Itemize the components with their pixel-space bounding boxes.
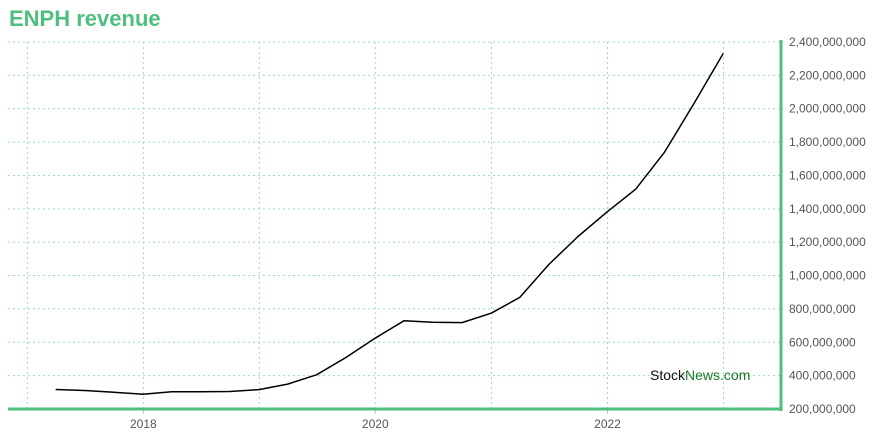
y-tick-label: 1,600,000,000 xyxy=(789,168,866,182)
axes xyxy=(8,40,783,414)
y-tick-label: 400,000,000 xyxy=(789,369,856,383)
watermark-com: .com xyxy=(720,367,750,383)
watermark-stock: Stock xyxy=(650,367,686,383)
chart-title: ENPH revenue xyxy=(9,6,161,31)
watermark: StockNews.com xyxy=(650,367,750,383)
revenue-line xyxy=(55,53,724,395)
x-tick-label: 2022 xyxy=(594,417,621,431)
series-group xyxy=(55,53,724,395)
y-tick-label: 2,200,000,000 xyxy=(789,68,866,82)
y-tick-label: 800,000,000 xyxy=(789,302,856,316)
y-tick-label: 1,200,000,000 xyxy=(789,235,866,249)
y-tick-label: 1,800,000,000 xyxy=(789,135,866,149)
grid-lines xyxy=(8,41,781,410)
y-tick-label: 600,000,000 xyxy=(789,335,856,349)
tick-labels: 200,000,000 400,000,000 600,000,000 800,000… xyxy=(130,35,866,431)
watermark-news: News xyxy=(685,367,720,383)
y-tick-label: 1,000,000,000 xyxy=(789,269,866,283)
x-tick-label: 2020 xyxy=(362,417,389,431)
y-tick-label: 2,000,000,000 xyxy=(789,102,866,116)
x-tick-label: 2018 xyxy=(130,417,157,431)
y-tick-label: 200,000,000 xyxy=(789,402,856,416)
y-tick-label: 2,400,000,000 xyxy=(789,35,866,49)
y-tick-label: 1,400,000,000 xyxy=(789,202,866,216)
